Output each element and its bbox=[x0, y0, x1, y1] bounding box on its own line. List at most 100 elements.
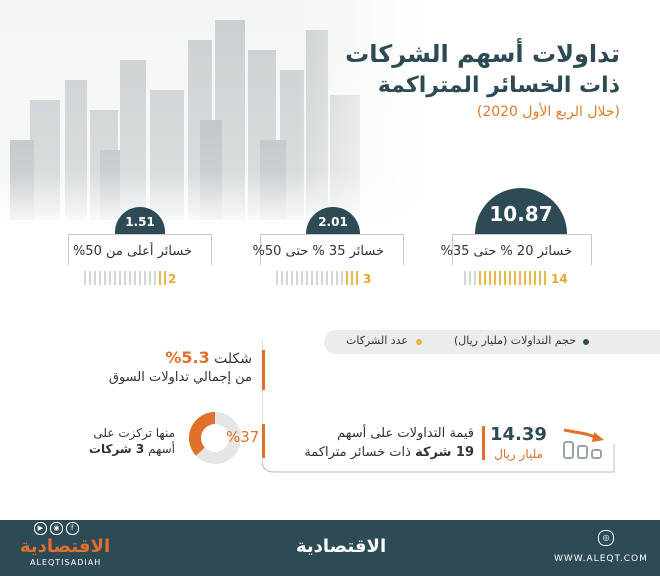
tick-mark bbox=[489, 271, 491, 285]
card-1-tick-bar bbox=[464, 271, 546, 285]
card-2-box bbox=[260, 234, 404, 265]
city-skyline-image bbox=[0, 0, 660, 230]
tick-mark bbox=[311, 271, 313, 285]
tick-mark bbox=[504, 271, 506, 285]
share-prefix: شكلت bbox=[209, 351, 252, 367]
tick-mark bbox=[114, 271, 116, 285]
tick-mark bbox=[539, 271, 541, 285]
donut-accent-bar bbox=[262, 424, 265, 458]
tick-mark bbox=[509, 271, 511, 285]
tick-mark bbox=[134, 271, 136, 285]
tick-mark bbox=[494, 271, 496, 285]
card-3-box bbox=[68, 234, 212, 265]
share-accent-bar bbox=[262, 350, 265, 390]
tick-mark bbox=[301, 271, 303, 285]
card-3-label: خسائر أعلى من 50% bbox=[72, 244, 192, 259]
total-desc-rest: ذات خسائر متراكمة bbox=[304, 445, 416, 460]
card-1-box bbox=[452, 234, 592, 265]
card-2-value-badge: 2.01 bbox=[306, 207, 360, 234]
total-unit: مليار ريال bbox=[494, 447, 543, 461]
tick-mark bbox=[316, 271, 318, 285]
card-1-value: 10.87 bbox=[489, 202, 553, 226]
tick-mark bbox=[514, 271, 516, 285]
footer-website-icon: ◎ bbox=[598, 530, 614, 546]
total-desc-line-2: 19 شركة ذات خسائر متراكمة bbox=[304, 445, 474, 460]
card-3-value: 1.51 bbox=[125, 215, 155, 229]
tick-mark bbox=[484, 271, 486, 285]
declining-coins-icon bbox=[563, 428, 604, 459]
share-donut bbox=[189, 412, 241, 464]
card-2-value: 2.01 bbox=[318, 215, 348, 229]
tick-mark bbox=[124, 271, 126, 285]
tick-mark bbox=[276, 271, 278, 285]
tick-mark bbox=[474, 271, 476, 285]
tick-mark bbox=[524, 271, 526, 285]
title-line-2: ذات الخسائر المتراكمة bbox=[377, 73, 620, 98]
legend-volume-label: حجم التداولات (مليار ريال) bbox=[453, 334, 576, 347]
tick-mark bbox=[99, 271, 101, 285]
total-accent-bar bbox=[482, 426, 485, 460]
card-2-count: 3 bbox=[363, 272, 372, 286]
tick-mark bbox=[286, 271, 288, 285]
legend bbox=[324, 330, 660, 354]
facebook-icon: f bbox=[65, 522, 79, 535]
legend-companies-label: عدد الشركات bbox=[346, 334, 408, 347]
tick-mark bbox=[281, 271, 283, 285]
donut-percent-value: 37 bbox=[240, 428, 260, 446]
tick-mark bbox=[164, 271, 166, 285]
footer: WWW.ALEQT.COM ◎ الاقتصادية الاقتصادية AL… bbox=[0, 520, 660, 576]
card-2-tick-bar bbox=[276, 271, 358, 285]
tick-mark bbox=[94, 271, 96, 285]
tick-mark bbox=[89, 271, 91, 285]
total-desc-bold: 19 شركة bbox=[415, 445, 474, 460]
tick-mark bbox=[321, 271, 323, 285]
tick-mark bbox=[479, 271, 481, 285]
tick-mark bbox=[336, 271, 338, 285]
tick-mark bbox=[341, 271, 343, 285]
total-desc-line-1: قيمة التداولات على أسهم bbox=[337, 426, 474, 441]
donut-line-2: أسهم 3 شركات bbox=[89, 442, 175, 456]
instagram-icon: ◉ bbox=[49, 522, 63, 535]
title-line-1: تداولات أسهم الشركات bbox=[345, 40, 620, 68]
card-1-count: 14 bbox=[551, 272, 568, 286]
donut-line-2-prefix: أسهم bbox=[144, 442, 175, 456]
tick-mark bbox=[346, 271, 348, 285]
tick-mark bbox=[499, 271, 501, 285]
tick-mark bbox=[544, 271, 546, 285]
tick-mark bbox=[144, 271, 146, 285]
subtitle: (خلال الربع الأول 2020) bbox=[476, 104, 620, 120]
footer-brand-left: الاقتصادية bbox=[20, 536, 111, 557]
tick-mark bbox=[291, 271, 293, 285]
tick-mark bbox=[529, 271, 531, 285]
footer-handle: ALEQTISADIAH bbox=[30, 558, 102, 567]
tick-mark bbox=[104, 271, 106, 285]
tick-mark bbox=[534, 271, 536, 285]
donut-percent-sign: % bbox=[226, 428, 241, 446]
tick-mark bbox=[351, 271, 353, 285]
tick-mark bbox=[356, 271, 358, 285]
tick-mark bbox=[139, 271, 141, 285]
legend-companies-dot bbox=[416, 339, 422, 345]
tick-mark bbox=[519, 271, 521, 285]
tick-mark bbox=[159, 271, 161, 285]
tick-mark bbox=[469, 271, 471, 285]
tick-mark bbox=[296, 271, 298, 285]
share-line-1: شكلت 5.3% bbox=[165, 348, 252, 367]
youtube-icon: ▶ bbox=[34, 522, 47, 535]
donut-percent: %37 bbox=[226, 428, 259, 446]
tick-mark bbox=[119, 271, 121, 285]
donut-hole bbox=[201, 424, 229, 452]
card-3-count: 2 bbox=[168, 272, 177, 286]
card-3-tick-bar bbox=[84, 271, 166, 285]
card-1-label: خسائر 20 % حتى 35% bbox=[440, 244, 572, 259]
legend-volume-dot bbox=[583, 339, 589, 345]
tick-mark bbox=[306, 271, 308, 285]
tick-mark bbox=[84, 271, 86, 285]
tick-mark bbox=[326, 271, 328, 285]
total-value: 14.39 bbox=[490, 424, 547, 445]
tick-mark bbox=[154, 271, 156, 285]
share-line-2: من إجمالي تداولات السوق bbox=[108, 370, 252, 385]
donut-line-2-bold: 3 شركات bbox=[88, 442, 145, 456]
donut-line-1: منها تركزت على bbox=[93, 426, 175, 440]
